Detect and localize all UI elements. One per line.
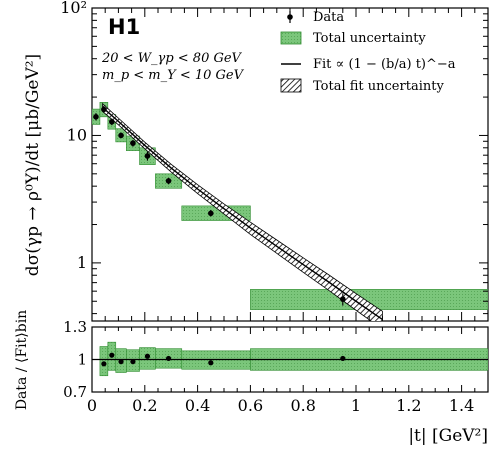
legend-total-unc-label: Total uncertainty — [313, 31, 426, 46]
data-point — [144, 153, 151, 159]
ratio-y-tick-label: 1 — [77, 351, 87, 369]
ratio-y-tick-label: 1.3 — [63, 318, 87, 336]
ratio-y-axis-ticks: 0.7 1 1.3 — [63, 318, 488, 401]
ratio-point — [144, 353, 151, 359]
data-point — [208, 210, 214, 217]
ratio-point — [130, 359, 136, 365]
y-tick-label: 10 — [67, 125, 87, 144]
legend-fit-unc-symbol — [280, 78, 302, 93]
kinematics-text: 20 < W_γp < 80 GeV — [101, 51, 243, 66]
data-point — [109, 118, 115, 125]
legend-data-label: Data — [313, 10, 344, 25]
legend-data-symbol — [287, 11, 293, 23]
data-point — [93, 114, 99, 120]
fit-uncertainty-band — [102, 102, 383, 321]
x-tick-label: 0.2 — [132, 396, 157, 415]
x-tick-label: 0.4 — [185, 396, 210, 415]
main-y-axis-ticks: 1 10 10² — [60, 0, 488, 315]
ratio-point — [208, 360, 214, 366]
ratio-y-tick-label: 0.7 — [63, 383, 87, 401]
y-tick-label: 10² — [60, 0, 87, 17]
legend-total-unc-symbol — [280, 31, 302, 45]
ratio-unc-band — [99, 346, 109, 377]
x-tick-label: 0.8 — [290, 396, 315, 415]
main-data-points — [93, 106, 346, 306]
ratio-data-points — [101, 352, 346, 367]
ratio-y-axis-label: Data / ⟨Fit⟩bin — [14, 310, 30, 410]
x-axis-label: |t| [GeV²] — [408, 426, 488, 446]
x-axis-ticks: 0 0.2 0.4 0.6 0.8 1 1.2 1.4 — [87, 8, 489, 415]
kinematics-note: 20 < W_γp < 80 GeV — [101, 51, 243, 66]
h1-logo: H1 — [108, 15, 140, 39]
x-tick-label: 0.6 — [238, 396, 263, 415]
data-point — [101, 106, 107, 113]
legend-fit-unc-label: Total fit uncertainty — [313, 79, 444, 94]
main-y-axis-label: dσ(γp → ρ⁰Y)/dt [μb/GeV²] — [23, 54, 43, 276]
mass-note: m_p < m_Y < 10 GeV — [102, 68, 245, 83]
data-point — [340, 296, 346, 302]
y-tick-label: 1 — [77, 253, 87, 272]
data-point — [118, 132, 124, 139]
ratio-point — [165, 355, 172, 362]
mass-text: m_p < m_Y < 10 GeV — [102, 68, 245, 83]
ratio-point — [101, 361, 107, 367]
main-uncertainty-bands — [92, 102, 488, 310]
main-fit-curve — [102, 102, 383, 321]
x-tick-label: 1.4 — [449, 396, 474, 415]
legend: Data Total uncertainty Fit ∝ (1 − (b/a) … — [280, 10, 456, 94]
x-tick-label: 1 — [351, 396, 361, 415]
fit-line — [102, 106, 383, 321]
data-point — [130, 140, 136, 146]
ratio-point — [118, 359, 124, 365]
legend-fit-label: Fit ∝ (1 − (b/a) t)^−a — [313, 57, 456, 72]
x-tick-label: 1.2 — [396, 396, 421, 415]
data-point — [165, 178, 172, 184]
ratio-point — [109, 352, 115, 358]
ratio-point — [340, 355, 346, 362]
x-tick-label: 0 — [87, 396, 97, 415]
